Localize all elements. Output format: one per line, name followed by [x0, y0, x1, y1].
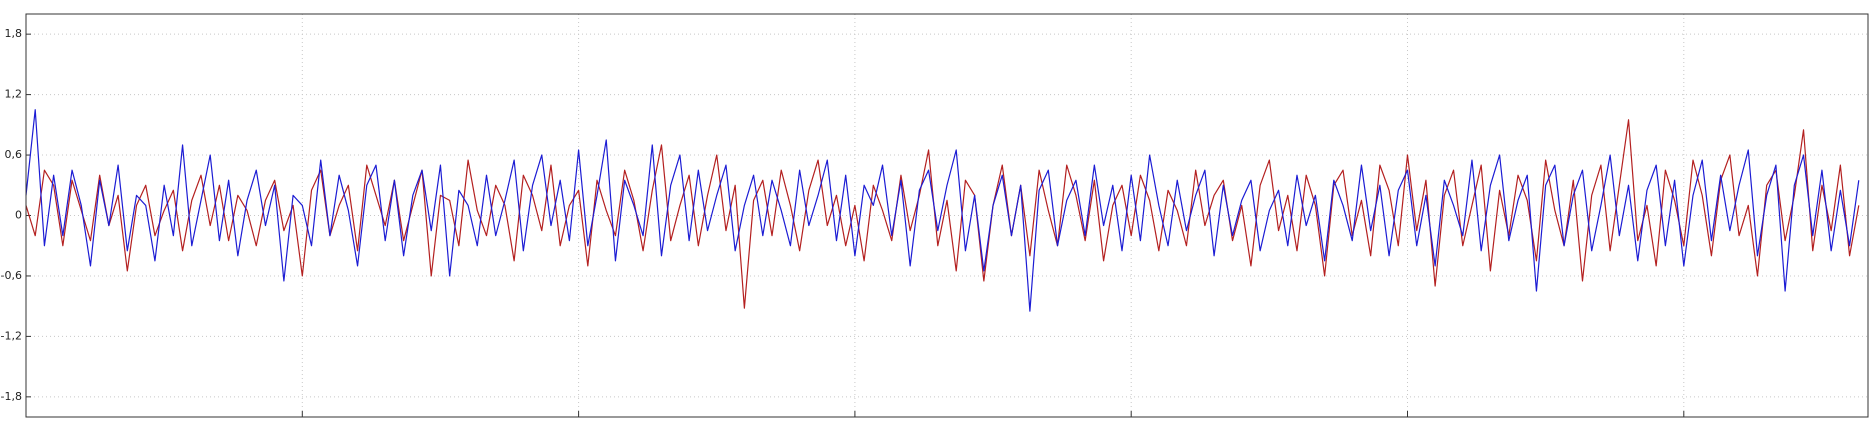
- y-tick-label: 1,2: [5, 88, 23, 101]
- x-tick-label: 60: [848, 422, 862, 424]
- x-tick-label: 0: [299, 422, 306, 424]
- y-tick-label: -1,8: [1, 390, 22, 403]
- plot-frame: [25, 13, 1869, 418]
- y-tick-label: -1,2: [1, 329, 22, 342]
- x-tick-label: 30: [572, 422, 586, 424]
- y-tick-label: -0,6: [1, 269, 22, 282]
- y-tick-label: 0,6: [5, 148, 23, 161]
- y-tick-label: 0: [15, 209, 22, 222]
- x-tick-label: 90: [1124, 422, 1138, 424]
- x-tick-label: 150: [1673, 422, 1694, 424]
- series-line: [25, 119, 1860, 309]
- x-tick-label: 120: [1397, 422, 1418, 424]
- y-tick-label: 1,8: [5, 27, 23, 40]
- series-line: [25, 109, 1860, 312]
